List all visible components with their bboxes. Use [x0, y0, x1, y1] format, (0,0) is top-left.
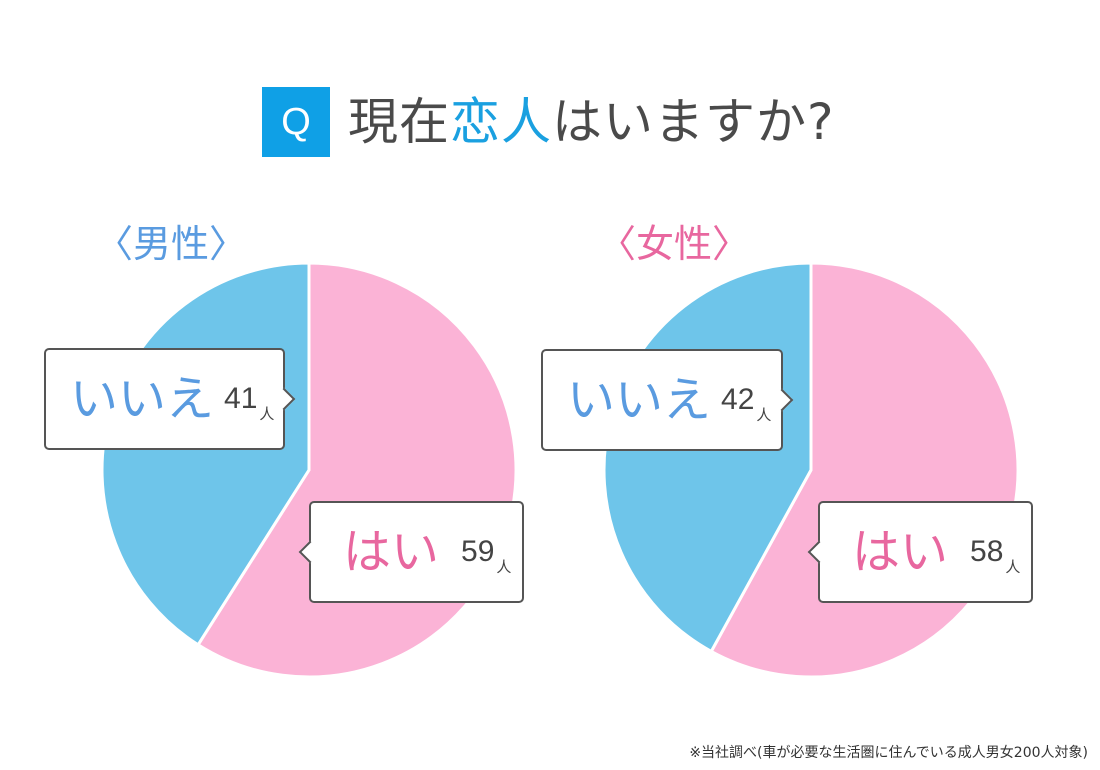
male-no-count: 41 [224, 382, 258, 415]
q-badge: Q [262, 87, 330, 157]
title-prefix: 現在 [348, 93, 450, 151]
female-yes-answer: はい [852, 524, 949, 580]
female-pie-chart [602, 261, 1020, 679]
male-yes-unit: 人 [496, 558, 512, 576]
female-no-callout: いいえ 42 人 [541, 349, 794, 451]
female-group-label: 〈女性〉 [598, 222, 751, 266]
female-yes-callout: はい 58 人 [807, 501, 1033, 603]
title-highlight: 恋人 [450, 93, 552, 151]
female-yes-unit: 人 [1005, 558, 1021, 576]
male-no-callout: いいえ 41 人 [44, 348, 296, 450]
male-yes-count: 59 [461, 535, 495, 568]
male-group-label: 〈男性〉 [95, 222, 248, 266]
question-text: 現在恋人はいますか? [348, 97, 835, 147]
male-pie-chart [100, 261, 518, 679]
male-yes-callout: はい 59 人 [298, 501, 524, 603]
female-yes-count: 58 [970, 535, 1004, 568]
male-no-unit: 人 [259, 405, 275, 423]
footnote: ※当社調べ(車が必要な生活圏に住んでいる成人男女200人対象) [689, 745, 1088, 761]
question-title: Q 現在恋人はいますか? [262, 87, 835, 157]
female-no-answer: いいえ [567, 372, 712, 428]
female-no-count: 42 [721, 383, 755, 416]
male-no-answer: いいえ [70, 371, 215, 427]
title-suffix: はいますか? [552, 93, 835, 151]
male-yes-answer: はい [343, 524, 440, 580]
female-no-unit: 人 [756, 406, 772, 424]
